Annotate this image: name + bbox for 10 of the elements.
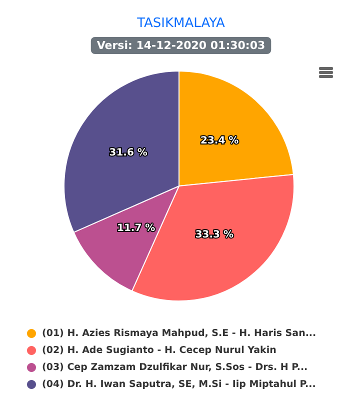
data-label: 23.4 % — [200, 136, 239, 147]
data-label: 31.6 % — [109, 147, 148, 158]
chart-subtitle: Versi: 14-12-2020 01:30:03 — [96, 39, 266, 52]
legend-label: (03) Cep Zamzam Dzulfikar Nur, S.Sos - Drs. H P... — [42, 362, 308, 373]
data-label: 11.7 % — [116, 223, 156, 234]
chart-title: TASIKMALAYA — [136, 16, 226, 31]
legend-label: (02) H. Ade Sugianto - H. Cecep Nurul Yakin — [42, 345, 277, 356]
legend-label: (04) Dr. H. Iwan Saputra, SE, M.Si - Iip Miptahul P... — [42, 379, 316, 390]
legend-label: (01) H. Azies Rismaya Mahpud, S.E - H. Haris San... — [42, 328, 316, 339]
data-label: 33.3 % — [195, 230, 234, 241]
